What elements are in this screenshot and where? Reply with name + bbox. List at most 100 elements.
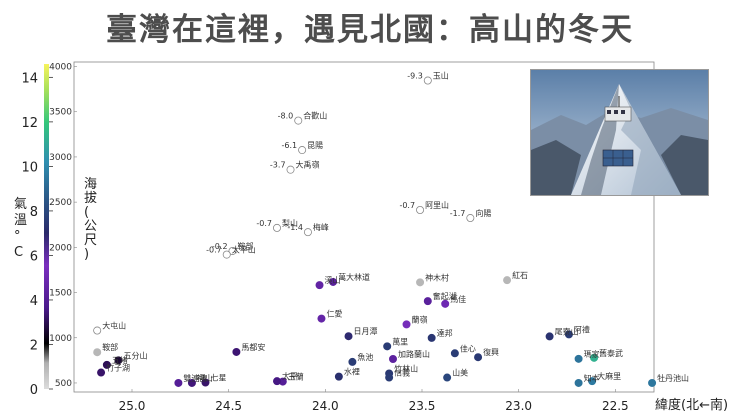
- plot-frame: [73, 61, 655, 393]
- y-tick-label: 500: [55, 379, 72, 389]
- colorbar-label: 氣溫° C: [14, 197, 27, 260]
- data-point: [574, 354, 583, 363]
- data-point: [272, 377, 281, 386]
- point-name-label: 鞍部: [238, 241, 254, 251]
- data-point: [232, 347, 241, 356]
- point-name-label: 仁愛: [326, 309, 342, 319]
- point-name-label: 萬里: [392, 336, 408, 346]
- data-point: [466, 214, 475, 223]
- data-point: [97, 368, 106, 377]
- point-name-label: 福山: [197, 373, 213, 383]
- data-point: [334, 372, 343, 381]
- point-name-label: 舊泰武: [599, 348, 623, 358]
- y-tick-label: 3500: [49, 108, 72, 118]
- colorbar-tick-label: 2: [30, 338, 38, 353]
- point-name-label: 萬大林道: [338, 272, 370, 282]
- data-point: [423, 297, 432, 306]
- data-point: [187, 378, 196, 387]
- y-tick-label: 3000: [49, 153, 72, 163]
- point-name-label: 合歡山: [303, 111, 327, 121]
- colorbar-tick-label: 6: [30, 249, 38, 264]
- point-name-label: 昆陽: [307, 141, 323, 150]
- point-name-label: 大禹嶺: [296, 160, 320, 170]
- point-name-label: 大屯山: [102, 321, 126, 331]
- y-tick-label: 1500: [49, 289, 72, 299]
- data-point: [474, 353, 483, 362]
- point-name-label: 加路蘭山: [398, 349, 430, 359]
- point-name-label: 日月潭: [354, 327, 378, 336]
- data-point: [294, 116, 303, 125]
- mountain-photo: [530, 69, 709, 196]
- point-name-label: 尾寮山: [555, 326, 579, 336]
- x-axis-label: 緯度(北←南): [655, 397, 728, 413]
- point-name-label: 水裡: [344, 367, 360, 377]
- point-name-label: 瑪家: [584, 349, 600, 359]
- data-point: [416, 206, 425, 215]
- point-name-label: 山美: [452, 368, 468, 378]
- point-name-label: 馬佳: [450, 294, 466, 304]
- point-temp-label: -3.7: [270, 161, 286, 170]
- data-point: [286, 165, 295, 174]
- data-point: [329, 277, 338, 286]
- x-tick-label: 22.5: [602, 399, 629, 413]
- colorbar: [44, 64, 49, 389]
- point-name-label: 牡丹池山: [657, 373, 689, 383]
- data-point: [564, 330, 573, 339]
- colorbar-tick-label: 4: [30, 294, 38, 309]
- point-name-label: 梅峰: [313, 222, 329, 232]
- data-points: [93, 76, 657, 387]
- data-point: [315, 281, 324, 290]
- data-point: [427, 333, 436, 342]
- point-name-label: 竹子湖: [106, 363, 130, 373]
- colorbar-tick-label: 14: [21, 71, 38, 86]
- data-point: [228, 246, 237, 255]
- point-name-label: 梨山: [282, 218, 298, 228]
- x-tick-label: 24.0: [312, 399, 339, 413]
- point-labels: 玉山 -9.3 合歡山 -8.0 昆陽 -6.1 大禹嶺 -3.7 阿里山 -0.7 向陽 -1.7 梨…: [102, 71, 689, 383]
- y-tick-label: 2000: [49, 243, 72, 253]
- page-title: 臺灣在這裡，遇見北國：高山的冬天: [106, 12, 634, 48]
- x-tick-label: 24.5: [215, 399, 242, 413]
- colorbar-tick-label: 10: [21, 160, 38, 175]
- data-point: [114, 356, 123, 365]
- point-name-label: 神木村: [425, 272, 449, 282]
- point-temp-label: -6.1: [282, 141, 298, 150]
- data-point: [298, 146, 307, 155]
- point-name-label: 紅石: [512, 270, 528, 280]
- data-point: [344, 332, 353, 341]
- point-name-label: 太平: [282, 371, 298, 381]
- point-name-label: 蘭嶺: [412, 314, 428, 324]
- data-point: [385, 373, 394, 382]
- point-name-label: 阿里山: [425, 200, 449, 210]
- point-name-label: 七星: [210, 374, 226, 383]
- data-point: [590, 353, 599, 362]
- x-tick-label: 23.0: [505, 399, 532, 413]
- point-temp-label: -0.7: [256, 219, 272, 228]
- data-point: [388, 354, 397, 363]
- x-tick-label: 23.5: [409, 399, 436, 413]
- colorbar-tick-label: 8: [30, 205, 38, 220]
- data-point: [303, 228, 312, 237]
- point-name-label: 竹林山: [394, 363, 418, 373]
- point-name-label: 奮起湖: [433, 291, 457, 301]
- point-name-label: 達邦: [437, 328, 453, 338]
- data-point: [423, 76, 432, 85]
- y-axis-label: 海拔(公尺): [84, 177, 97, 262]
- x-tick-label: 25.0: [119, 399, 146, 413]
- y-axis-ticks: 500 1000 1500 2000 2500 3000 3500 4000: [49, 63, 77, 389]
- data-point: [450, 349, 459, 358]
- data-point: [588, 377, 597, 386]
- data-point: [222, 250, 231, 259]
- data-point: [441, 299, 450, 308]
- data-point: [574, 378, 583, 387]
- point-temp-label: -1.4: [287, 223, 303, 232]
- data-point: [93, 326, 102, 335]
- point-temp-label: -8.0: [278, 112, 294, 121]
- point-name-label: 馬都安: [241, 342, 265, 352]
- point-name-label: 向陽: [475, 208, 491, 218]
- point-name-label: 佳心: [460, 343, 476, 353]
- point-name-label: 鞍部: [102, 342, 118, 352]
- data-point: [383, 342, 392, 351]
- data-point: [317, 314, 326, 323]
- data-point: [545, 332, 554, 341]
